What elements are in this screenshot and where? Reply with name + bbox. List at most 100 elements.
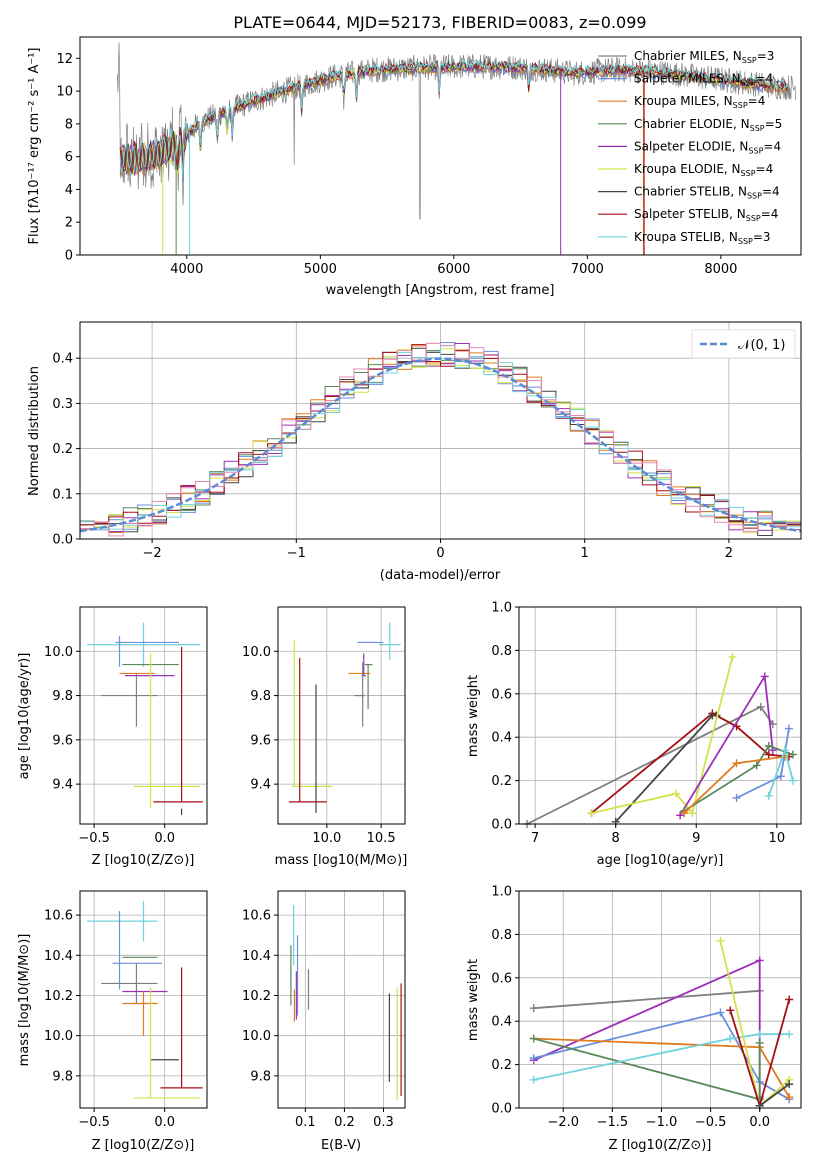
spectrum-legend: Chabrier MILES, NSSP=3 Salpeter MILES, NS… — [598, 49, 782, 246]
y-tick-label: 10.2 — [44, 989, 73, 1004]
legend-label: Salpeter MILES, NSSP=4 — [634, 72, 773, 88]
spectrum-ylabel: Flux [fλ10⁻¹⁷ erg cm⁻² s⁻¹ A⁻¹] — [27, 48, 42, 245]
y-tick-label: 8 — [65, 117, 73, 132]
y-tick-label: 0.0 — [52, 533, 73, 548]
y-tick-label: 10.0 — [242, 645, 271, 660]
weight-point-marker — [728, 652, 737, 661]
legend-subscript: SSP — [746, 214, 761, 223]
age-vs-mass-grid — [278, 607, 405, 824]
weight-vs-age-ylabel: mass weight — [466, 675, 481, 757]
legend-count: =3 — [757, 49, 775, 63]
x-tick-label: −0.5 — [78, 1115, 110, 1130]
legend-count: =3 — [753, 230, 771, 244]
weight-vs-age-frame — [518, 606, 802, 825]
x-tick-label: −2.0 — [547, 1115, 579, 1130]
x-tick-label: −0.5 — [78, 831, 110, 846]
residuals-ylabel: Normed distribution — [27, 366, 42, 496]
spectrum-ticks: 4000 5000 6000 7000 8000 0 2 4 6 8 10 12 — [56, 52, 737, 277]
mass-vs-ebv-ticks: 0.1 0.2 0.3 9.8 10.0 10.2 10.4 10.6 — [242, 909, 394, 1130]
legend-subscript: SSP — [741, 169, 756, 178]
weight-series-line — [591, 656, 734, 816]
weight-vs-age-ticks: 7 8 9 10 0.0 0.2 0.4 0.6 0.8 1.0 — [491, 601, 785, 847]
weight-point-marker — [732, 759, 741, 768]
x-tick-label: 0.0 — [154, 1115, 175, 1130]
weight-point-marker — [756, 702, 765, 711]
legend-label: Chabrier MILES, NSSP=3 — [634, 49, 774, 65]
x-tick-label: 8 — [612, 831, 620, 846]
weight-point-marker — [688, 809, 697, 818]
y-tick-label: 0 — [65, 249, 73, 264]
weight-point-marker — [755, 1038, 764, 1047]
legend-label: Kroupa STELIB, NSSP=3 — [634, 230, 771, 246]
weight-point-marker — [587, 809, 596, 818]
y-tick-label: 0.8 — [491, 928, 512, 943]
y-tick-label: 0.4 — [491, 1015, 512, 1030]
weight-point-marker — [785, 1093, 794, 1102]
legend-count: =4 — [762, 185, 780, 199]
mass-vs-Z-frame — [79, 890, 208, 1109]
legend-subscript: SSP — [748, 146, 763, 155]
x-tick-label: 1 — [581, 546, 589, 561]
x-tick-label: 2 — [725, 546, 733, 561]
spectrum-plot — [117, 42, 797, 255]
y-tick-label: 9.8 — [52, 1069, 73, 1084]
y-tick-label: 9.8 — [250, 689, 271, 704]
residuals-panel: −2 −1 0 1 2 0.0 0.1 0.2 0.3 0.4 𝒩(0, 1) (data-mod… — [27, 321, 802, 583]
y-tick-label: 10.2 — [242, 989, 271, 1004]
weight-point-marker — [529, 1004, 538, 1013]
y-tick-label: 6 — [65, 150, 73, 165]
weight-point-marker — [676, 811, 685, 820]
weight-point-marker — [680, 809, 689, 818]
y-tick-label: 10.4 — [242, 949, 271, 964]
residuals-xlabel: (data-model)/error — [380, 568, 501, 583]
residual-histogram-line — [80, 344, 801, 531]
weight-vs-Z-ylabel: mass weight — [466, 959, 481, 1041]
age-vs-Z-xlabel: Z [log10(Z/Z⊙)] — [92, 853, 195, 868]
weight-point-marker — [784, 724, 793, 733]
weight-point-marker — [732, 793, 741, 802]
weight-vs-Z-frame — [518, 890, 802, 1109]
y-tick-label: 1.0 — [491, 885, 512, 900]
weight-point-marker — [764, 791, 773, 800]
y-tick-label: 2 — [65, 216, 73, 231]
weight-series-line — [533, 1033, 790, 1081]
legend-subscript: SSP — [741, 79, 756, 88]
spectrum-xlabel: wavelength [Angstrom, rest frame] — [326, 283, 555, 298]
legend-label: Salpeter STELIB, NSSP=4 — [634, 207, 778, 223]
spectrum-frame — [79, 36, 802, 256]
y-tick-label: 9.8 — [52, 689, 73, 704]
y-tick-label: 1.0 — [491, 601, 512, 616]
y-tick-label: 0.1 — [52, 487, 73, 502]
age-vs-Z-plot — [87, 622, 203, 816]
y-tick-label: 10 — [56, 85, 73, 100]
y-tick-label: 0.3 — [52, 397, 73, 412]
age-vs-Z-ylabel: age [log10(age/yr)] — [17, 653, 32, 780]
mass-vs-Z-ylabel: mass [log10(M/M⊙)] — [17, 934, 32, 1067]
weight-point-marker — [716, 1008, 725, 1017]
x-tick-label: −1.0 — [646, 1115, 678, 1130]
legend-label: Kroupa MILES, NSSP=4 — [634, 94, 765, 110]
y-tick-label: 0.0 — [491, 1102, 512, 1117]
legend-count: =4 — [756, 72, 774, 86]
legend-count: =4 — [763, 139, 781, 153]
y-tick-label: 9.8 — [250, 1069, 271, 1084]
legend-subscript: SSP — [738, 237, 753, 246]
x-tick-label: 0.0 — [749, 1115, 770, 1130]
weight-series-line — [683, 744, 794, 812]
weight-point-marker — [716, 936, 725, 945]
weight-point-marker — [760, 672, 769, 681]
residuals-ticks: −2 −1 0 1 2 0.0 0.1 0.2 0.3 0.4 — [52, 352, 733, 561]
x-tick-label: 0.1 — [295, 1115, 316, 1130]
weight-point-marker — [529, 1075, 538, 1084]
legend-subscript: SSP — [747, 192, 762, 201]
weight-point-marker — [788, 750, 797, 759]
weight-vs-Z-panel: −2.0 −1.5 −1.0 −0.5 0.0 0.0 0.2 0.4 0.6 0.8 1.0 Z … — [466, 885, 802, 1153]
legend-subscript: SSP — [733, 101, 748, 110]
x-tick-label: 0.3 — [373, 1115, 394, 1130]
residual-histogram-line — [80, 344, 801, 529]
legend-subscript: SSP — [750, 124, 765, 133]
weight-point-marker — [785, 995, 794, 1004]
weight-vs-age-grid — [519, 606, 801, 825]
residuals-legend: 𝒩(0, 1) — [691, 329, 796, 359]
